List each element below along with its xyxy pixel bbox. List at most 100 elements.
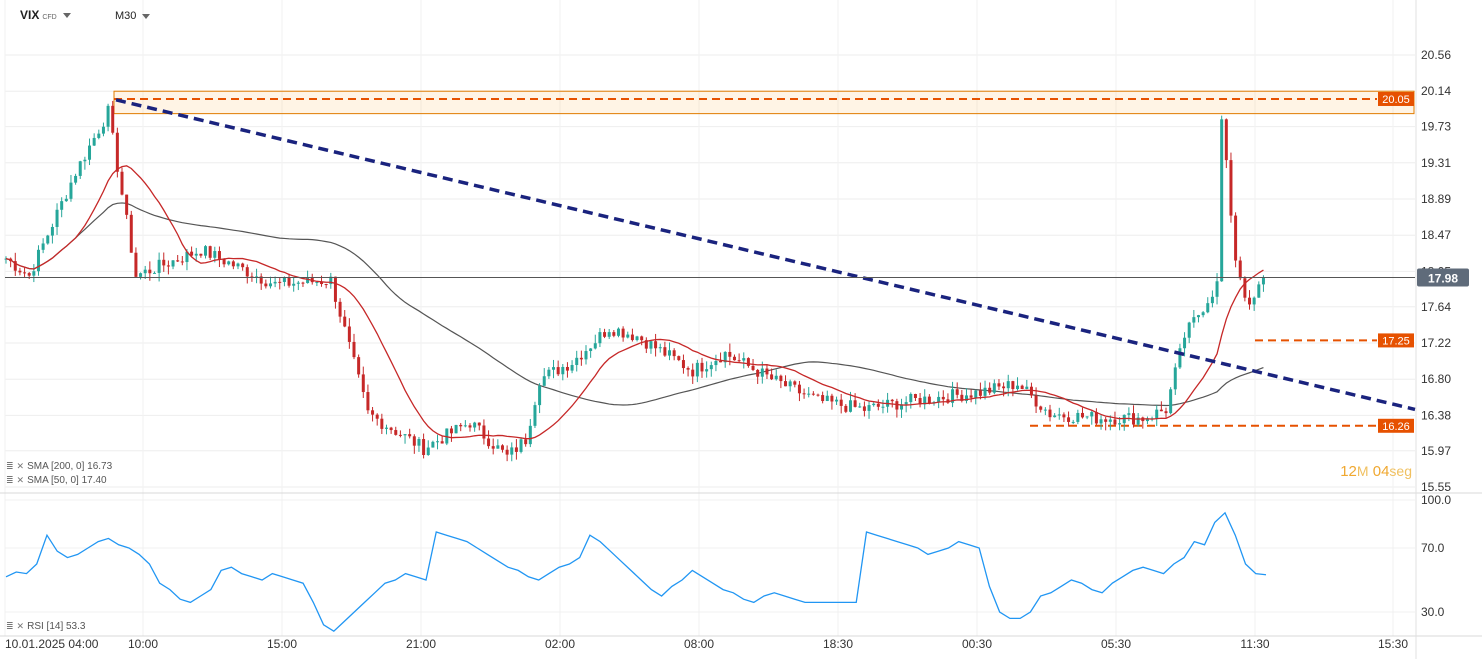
candle-body: [872, 403, 876, 406]
settings-icon[interactable]: ≣: [6, 461, 14, 471]
candle-body: [1224, 119, 1228, 161]
candle-body: [496, 445, 500, 449]
settings-icon[interactable]: ≣: [6, 475, 14, 485]
x-tick-label: 10.01.2025 04:00: [5, 637, 99, 651]
x-tick-label: 05:30: [1101, 637, 1131, 651]
candle-body: [333, 276, 337, 302]
candle-body: [106, 105, 110, 127]
candle-body: [403, 434, 407, 436]
candle-body: [426, 447, 430, 455]
close-icon[interactable]: ✕: [16, 621, 25, 631]
candle-body: [287, 277, 291, 286]
candle-body: [732, 356, 736, 361]
trendline[interactable]: [115, 98, 1416, 412]
x-tick-label: 00:30: [962, 637, 992, 651]
candle-body: [584, 351, 588, 360]
candle-body: [222, 258, 226, 265]
candle-body: [1039, 406, 1043, 410]
candle-body: [630, 334, 634, 341]
candle-body: [538, 385, 542, 406]
candle-body: [969, 395, 973, 398]
horizontal-levels[interactable]: [114, 97, 1377, 427]
candle-body: [473, 422, 477, 428]
candle-body: [1104, 419, 1108, 422]
level-tag-bg: [1378, 333, 1414, 348]
candle-body: [1220, 119, 1224, 282]
candle-body: [1108, 419, 1112, 422]
current-price-tag-bg: [1417, 268, 1469, 287]
candle-body: [1196, 315, 1200, 318]
candle-body: [1076, 412, 1080, 422]
close-icon[interactable]: ✕: [16, 475, 25, 485]
candle-body: [1248, 297, 1252, 305]
candle-body: [1094, 412, 1098, 424]
candle-body: [1257, 284, 1261, 298]
candle-body: [194, 253, 198, 256]
x-tick-label: 15:30: [1378, 637, 1408, 651]
candle-body: [120, 171, 124, 195]
resistance-zone[interactable]: [113, 90, 1415, 115]
settings-icon[interactable]: ≣: [6, 621, 14, 631]
candle-body: [858, 406, 862, 408]
candle-body: [268, 283, 272, 287]
current-price-tag-label: 17.98: [1428, 271, 1458, 285]
candle-body: [134, 252, 138, 277]
candle-body: [918, 398, 922, 405]
candle-body: [802, 393, 806, 395]
countdown-seconds-unit: seg: [1389, 463, 1412, 479]
candle-body: [983, 387, 987, 396]
candle-body: [129, 214, 133, 253]
candle-body: [380, 418, 384, 429]
candle-body: [292, 283, 296, 286]
candle-body: [1261, 277, 1265, 285]
candle-body: [394, 430, 398, 435]
candle-body: [1016, 385, 1020, 390]
candle-body: [705, 369, 709, 372]
candle-body: [1002, 386, 1006, 389]
x-tick-label: 18:30: [823, 637, 853, 651]
candle-body: [844, 405, 848, 412]
countdown-seconds: 04: [1372, 463, 1390, 480]
symbol-selector[interactable]: VIX CFD: [20, 8, 71, 22]
candle-body: [1136, 417, 1140, 425]
candle-body: [1229, 160, 1233, 216]
candle-body: [951, 389, 955, 403]
sma50-line: [5, 165, 1264, 440]
candle-body: [310, 277, 314, 283]
close-icon[interactable]: ✕: [16, 461, 25, 471]
candle-body: [974, 390, 978, 398]
candle-body: [1048, 409, 1052, 418]
candle-body: [282, 277, 286, 282]
candle-body: [909, 394, 913, 403]
candle-body: [695, 362, 699, 377]
candle-body: [626, 334, 630, 338]
candle-body: [1215, 281, 1219, 297]
countdown-minutes: 12: [1340, 463, 1357, 480]
rsi-legend[interactable]: ≣ ✕ RSI [14] 53.3: [6, 621, 85, 632]
level-tag-bg: [1378, 418, 1414, 433]
candle-body: [1118, 423, 1122, 425]
candle-body: [375, 414, 379, 419]
sma50-legend[interactable]: ≣ ✕ SMA [50, 0] 17.40: [6, 475, 107, 486]
price-axis[interactable]: 20.5620.1419.7319.3118.8918.4718.0517.64…: [1421, 48, 1451, 619]
candle-body: [672, 350, 676, 357]
candle-body: [1034, 395, 1038, 407]
candle-body: [616, 328, 620, 336]
candle-body: [1053, 415, 1057, 418]
candle-body: [143, 269, 147, 274]
candle-body: [654, 341, 658, 349]
sma200-legend[interactable]: ≣ ✕ SMA [200, 0] 16.73: [6, 461, 112, 472]
candle-body: [454, 424, 458, 434]
price-tags: 20.05 17.25 16.26 17.98: [1378, 91, 1469, 433]
candle-body: [1201, 312, 1205, 316]
candle-body: [148, 269, 152, 274]
candle-body: [988, 387, 992, 393]
time-axis[interactable]: 10.01.2025 04:00 10:00 15:00 21:00 02:00 08:0…: [5, 637, 1408, 651]
sma-path: [5, 202, 1264, 407]
timeframe-selector[interactable]: M30: [115, 10, 151, 22]
candle-body: [324, 284, 328, 286]
rsi-tick-label: 30.0: [1421, 605, 1445, 619]
candle-body: [830, 395, 834, 402]
candle-body: [519, 439, 523, 452]
